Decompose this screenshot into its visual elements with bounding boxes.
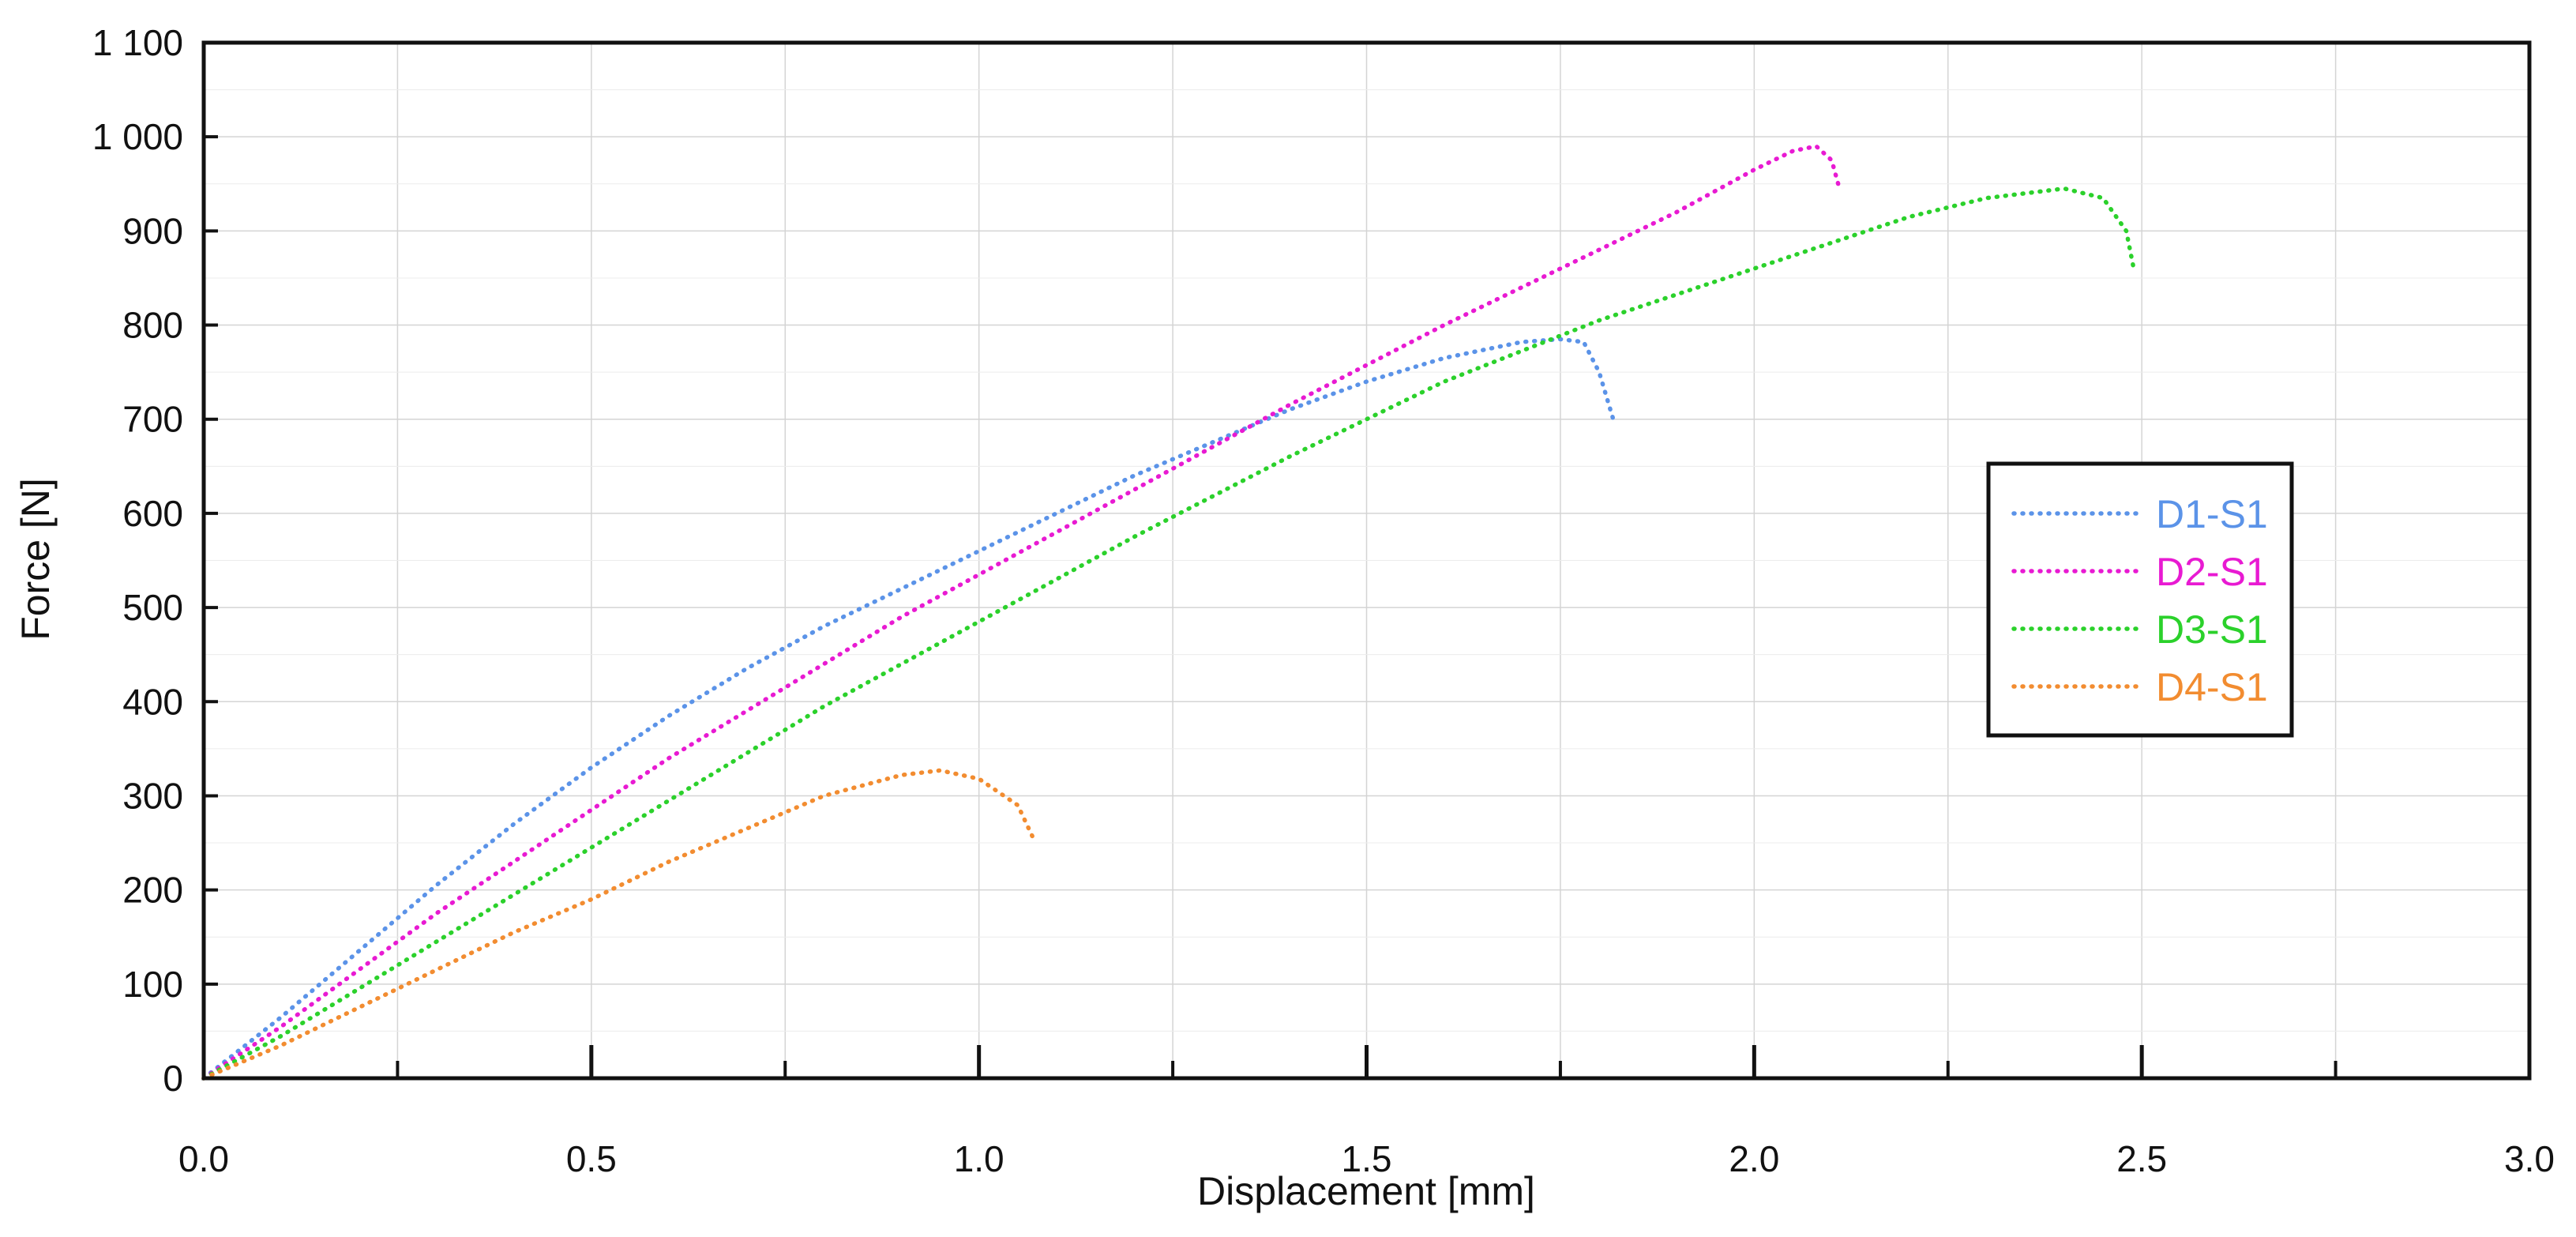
y-tick-label: 0	[163, 1058, 183, 1099]
series-line-d1-s1	[201, 337, 1617, 1081]
legend-items: D1-S1 D2-S1 D3-S1 D4-S1	[2011, 492, 2268, 709]
x-tick-label: 0.0	[178, 1138, 229, 1179]
series-lines	[201, 144, 2137, 1081]
y-tick-label: 300	[122, 775, 183, 816]
y-tick-label: 900	[122, 210, 183, 251]
legend: D1-S1 D2-S1 D3-S1 D4-S1	[1986, 461, 2294, 738]
y-tick-label: 800	[122, 305, 183, 346]
y-tick-label: 1 100	[92, 22, 183, 63]
series-line-d2-s1	[201, 144, 1842, 1081]
y-tick-label: 1 000	[92, 116, 183, 157]
legend-item: D3-S1	[2011, 607, 2268, 652]
legend-label: D2-S1	[2156, 550, 2268, 594]
legend-label: D4-S1	[2156, 665, 2268, 709]
series-line-d4-s1	[201, 768, 1036, 1081]
legend-item: D1-S1	[2011, 492, 2268, 536]
legend-box	[1986, 461, 2294, 738]
series-line-d3-s1	[201, 186, 2137, 1081]
x-tick-label: 0.5	[566, 1138, 617, 1179]
x-axis-label: Displacement [mm]	[1197, 1169, 1535, 1213]
x-tick-label: 1.0	[954, 1138, 1004, 1179]
y-tick-label: 100	[122, 964, 183, 1005]
y-tick-label: 500	[122, 587, 183, 628]
legend-item: D4-S1	[2011, 665, 2268, 709]
x-tick-labels: 0.0 0.5 1.0 1.5 2.0 2.5 3.0	[178, 1138, 2555, 1179]
y-axis-label: Force [N]	[13, 478, 58, 641]
y-tick-label: 400	[122, 681, 183, 722]
legend-item: D2-S1	[2011, 550, 2268, 594]
x-tick-label: 3.0	[2504, 1138, 2555, 1179]
legend-label: D3-S1	[2156, 607, 2268, 652]
x-tick-label: 1.5	[1342, 1138, 1392, 1179]
y-tick-label: 600	[122, 493, 183, 534]
y-tick-label: 700	[122, 399, 183, 440]
x-tick-label: 2.5	[2116, 1138, 2167, 1179]
legend-label: D1-S1	[2156, 492, 2268, 536]
y-tick-labels: 0 100 200 300 400 500 600 700 800 900 1 000 1 100	[92, 22, 183, 1099]
x-tick-label: 2.0	[1729, 1138, 1779, 1179]
major-ticks	[201, 41, 2532, 1080]
y-tick-label: 200	[122, 870, 183, 911]
